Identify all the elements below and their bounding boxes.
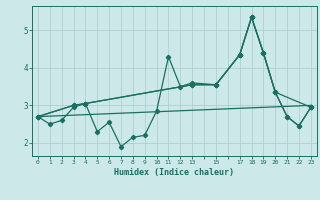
X-axis label: Humidex (Indice chaleur): Humidex (Indice chaleur) (115, 168, 234, 177)
